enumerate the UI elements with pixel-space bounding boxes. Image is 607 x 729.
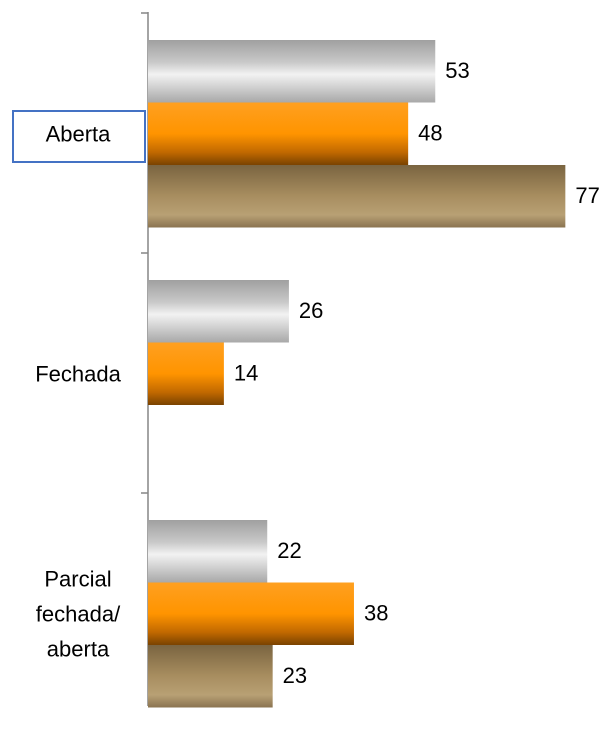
value-label: 38 bbox=[364, 601, 388, 626]
bar bbox=[148, 342, 224, 405]
category-label: Parcial fechada/ aberta bbox=[35, 566, 121, 662]
bar bbox=[148, 102, 409, 165]
bar bbox=[148, 280, 289, 343]
category-label: Fechada bbox=[35, 361, 121, 387]
bar bbox=[148, 645, 273, 708]
bar bbox=[148, 165, 566, 228]
bar bbox=[148, 520, 268, 583]
selection-box bbox=[12, 110, 146, 163]
value-label: 48 bbox=[418, 121, 442, 146]
category-label: Aberta bbox=[45, 121, 111, 147]
value-label: 14 bbox=[234, 361, 258, 386]
value-label: 26 bbox=[299, 298, 323, 323]
bar bbox=[148, 40, 436, 103]
bar bbox=[148, 582, 354, 645]
value-label: 22 bbox=[277, 538, 301, 563]
value-label: 53 bbox=[445, 58, 469, 83]
value-label: 23 bbox=[283, 663, 307, 688]
value-label: 77 bbox=[575, 183, 599, 208]
